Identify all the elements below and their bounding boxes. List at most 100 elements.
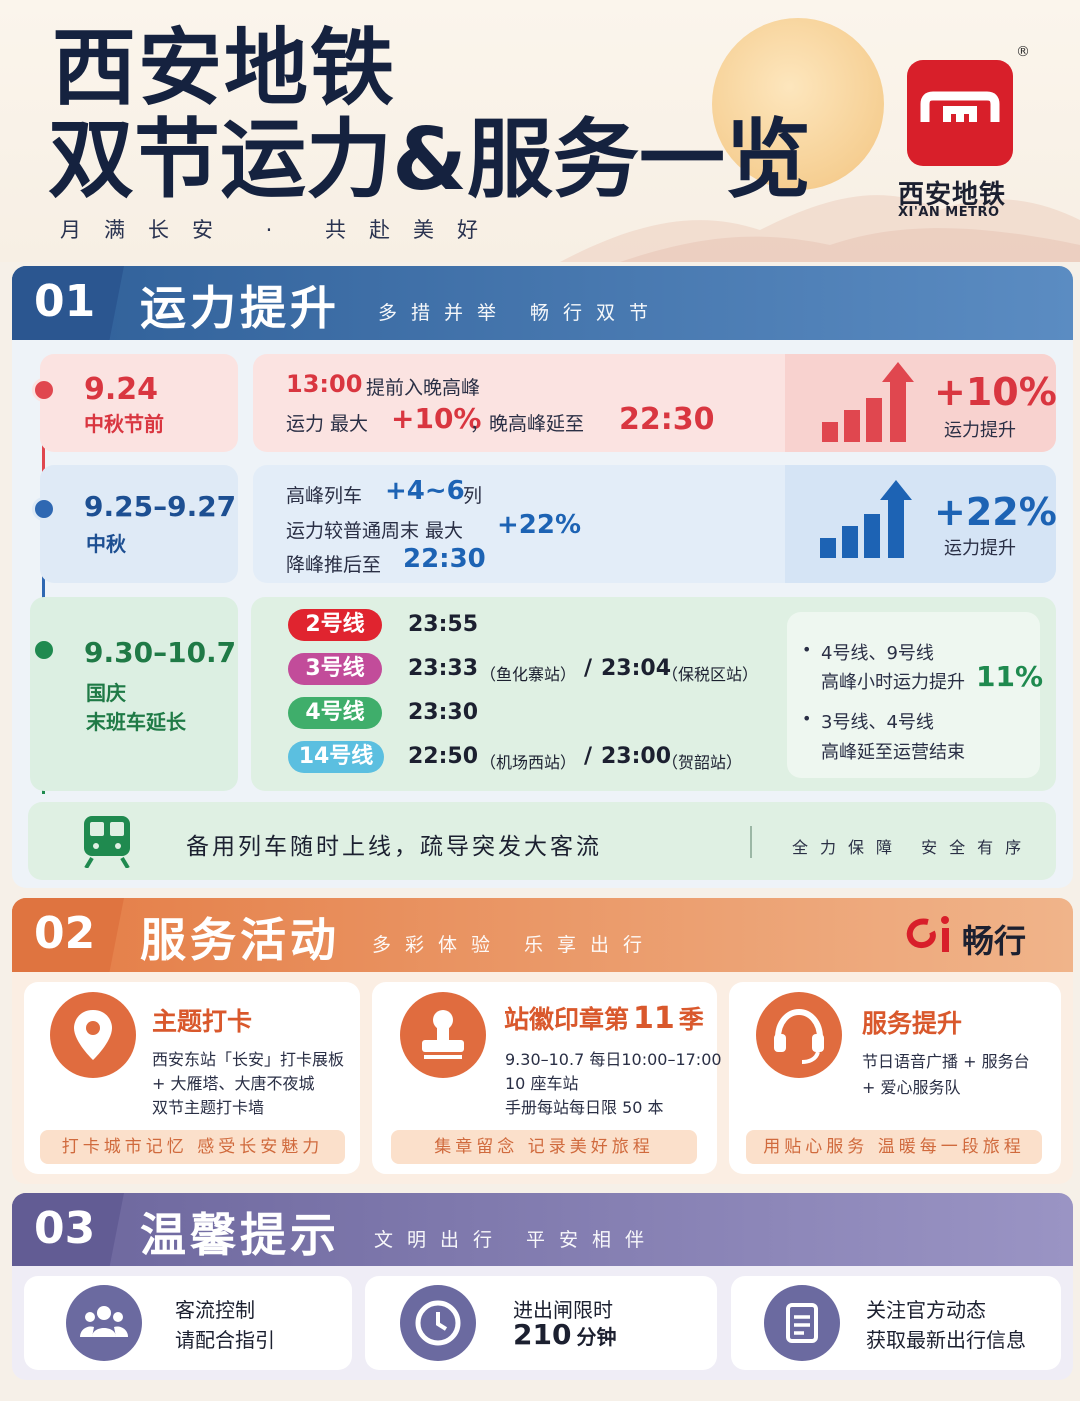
tip2-l1: 进出闸限时 [513, 1298, 613, 1322]
slogan: 月满长安 · 共赴美好 [60, 218, 502, 242]
stamp-icon [400, 992, 486, 1078]
tip1-l2: 请配合指引 [175, 1328, 275, 1352]
last-train-time: 23:33 [408, 656, 479, 681]
brand-text: 畅行 [962, 922, 1027, 960]
station-note: （保税区站） [662, 665, 759, 684]
page-title-line2: 双节运力&服务一览 [48, 110, 811, 210]
metro-logo-icon [920, 91, 1000, 122]
card2-title-num: 11 [633, 1001, 675, 1036]
last-train-time: 23:55 [408, 612, 479, 637]
moon-sun-decoration [712, 18, 884, 190]
row2-l1c: 列 [463, 485, 483, 507]
card1-line2: + 大雁塔、大唐不夜城 [152, 1074, 315, 1093]
card3-line2: + 爱心服务队 [862, 1078, 961, 1097]
card2-title: 站徽印章第 11 季 [504, 1000, 704, 1036]
card2-line3: 手册每站每日限 50 本 [505, 1098, 664, 1117]
tip1-l1: 客流控制 [175, 1298, 255, 1322]
row1-label: 中秋节前 [84, 412, 164, 436]
card2-tag: 集章留念 记录美好旅程 [391, 1130, 697, 1164]
row3-date-card [30, 597, 238, 791]
row2-l1b: +4~6 [385, 476, 465, 506]
row2-stat-card [785, 465, 1056, 583]
tip2-unit: 分钟 [576, 1325, 617, 1349]
headset-icon [756, 992, 842, 1078]
row1-endtime: 22:30 [619, 402, 715, 437]
row1-text2a: 运力 最大 [286, 413, 369, 435]
row1-time: 13:00 [286, 370, 363, 398]
card3-line1: 节日语音广播 + 服务台 [862, 1052, 1030, 1071]
row3-date: 9.30–10.7 [84, 636, 237, 669]
card2-line1: 9.30–10.7 每日10:00–17:00 [505, 1050, 722, 1069]
train-icon [84, 816, 130, 868]
line-badge: 14号线 [288, 741, 384, 773]
logo-text-cn: 西安地铁 [898, 180, 1007, 210]
section-02-title: 服务活动 [140, 913, 340, 967]
station-note: （贺韶站） [662, 753, 743, 772]
reserve-train-card [28, 802, 1056, 880]
card3-title: 服务提升 [862, 1009, 963, 1038]
section-01-number: 01 [34, 276, 96, 327]
station-note: （鱼化寨站） [480, 665, 577, 684]
timeline-line [42, 390, 45, 794]
row2-l2a: 运力较普通周末 最大 [286, 520, 464, 542]
line-badge: 2号线 [288, 609, 382, 641]
row1-text2b: ，晚高峰延至 [470, 413, 585, 435]
section-03-number: 03 [34, 1203, 96, 1254]
divider [750, 826, 752, 858]
last-train-time: 23:04 [601, 656, 672, 681]
growth-chart-blue-icon [820, 480, 912, 558]
registered-mark: ® [1016, 44, 1030, 60]
card2-line2: 10 座车站 [505, 1074, 579, 1093]
line-badge: 4号线 [288, 697, 382, 729]
section-02-header: 02 服务活动 多彩体验 乐享出行 畅行 [12, 898, 1073, 978]
separator: / [584, 656, 593, 681]
section-02-number: 02 [34, 908, 96, 959]
growth-chart-red-icon [822, 362, 914, 442]
section-03-header: 03 温馨提示 文明出行 平安相伴 [12, 1193, 1073, 1273]
row3-label2: 末班车延长 [86, 710, 186, 734]
bullet1-pct: 11% [976, 660, 1044, 693]
card2-title-b: 季 [678, 1005, 704, 1034]
card1-line3: 双节主题打卡墙 [152, 1098, 265, 1117]
header: 西安地铁 双节运力&服务一览 月满长安 · 共赴美好 ® 西安地铁 XI'AN … [0, 0, 1080, 262]
row2-stat-label: 运力提升 [944, 538, 1016, 559]
bullet1-dot: • [802, 640, 812, 659]
reserve-text: 备用列车随时上线，疏导突发大客流 [186, 834, 602, 860]
line-badge: 3号线 [288, 653, 382, 685]
row1-pct: +10% [391, 402, 482, 435]
row3-label1: 国庆 [86, 681, 126, 705]
row2-label: 中秋 [86, 532, 126, 556]
row2-l2b: +22% [497, 510, 582, 540]
bullet1-a: 4号线、9号线 [821, 643, 934, 664]
station-note: （机场西站） [480, 753, 577, 772]
row2-date-card [40, 465, 238, 583]
row2-l3a: 降峰推后至 [286, 554, 382, 576]
row1-date: 9.24 [84, 372, 159, 407]
page-title-line1: 西安地铁 [52, 19, 397, 117]
document-icon [764, 1285, 840, 1361]
section-01-subtitle: 多措并举 畅行双节 [378, 302, 663, 324]
section-03-subtitle: 文明出行 平安相伴 [374, 1229, 659, 1251]
separator: / [584, 744, 593, 769]
row2-stat: +22% [934, 490, 1057, 534]
row1-date-card [40, 354, 238, 452]
section-01-header: 01 运力提升 多措并举 畅行双节 [12, 266, 1073, 346]
last-train-time: 22:50 [408, 744, 479, 769]
card1-title: 主题打卡 [152, 1007, 253, 1036]
row1-text1: 提前入晚高峰 [366, 377, 481, 399]
timeline-dot-blue [32, 497, 56, 521]
section-02-subtitle: 多彩体验 乐享出行 [372, 934, 657, 956]
row2-l3b: 22:30 [403, 544, 486, 574]
timeline-dot-red [32, 378, 56, 402]
card1-line1: 西安东站「长安」打卡展板 [152, 1050, 345, 1069]
row2-date: 9.25–9.27 [84, 490, 237, 523]
card2-title-a: 站徽印章第 [504, 1005, 630, 1034]
last-train-time: 23:00 [601, 744, 672, 769]
location-icon [50, 992, 136, 1078]
last-train-time: 23:30 [408, 700, 479, 725]
tip2-l2: 210 分钟 [513, 1318, 617, 1351]
bullet2-a: 3号线、4号线 [821, 712, 934, 733]
logo-text-en: XI'AN METRO [898, 205, 1000, 220]
metro-logo [907, 60, 1013, 166]
brand-logo-icon [906, 916, 949, 952]
